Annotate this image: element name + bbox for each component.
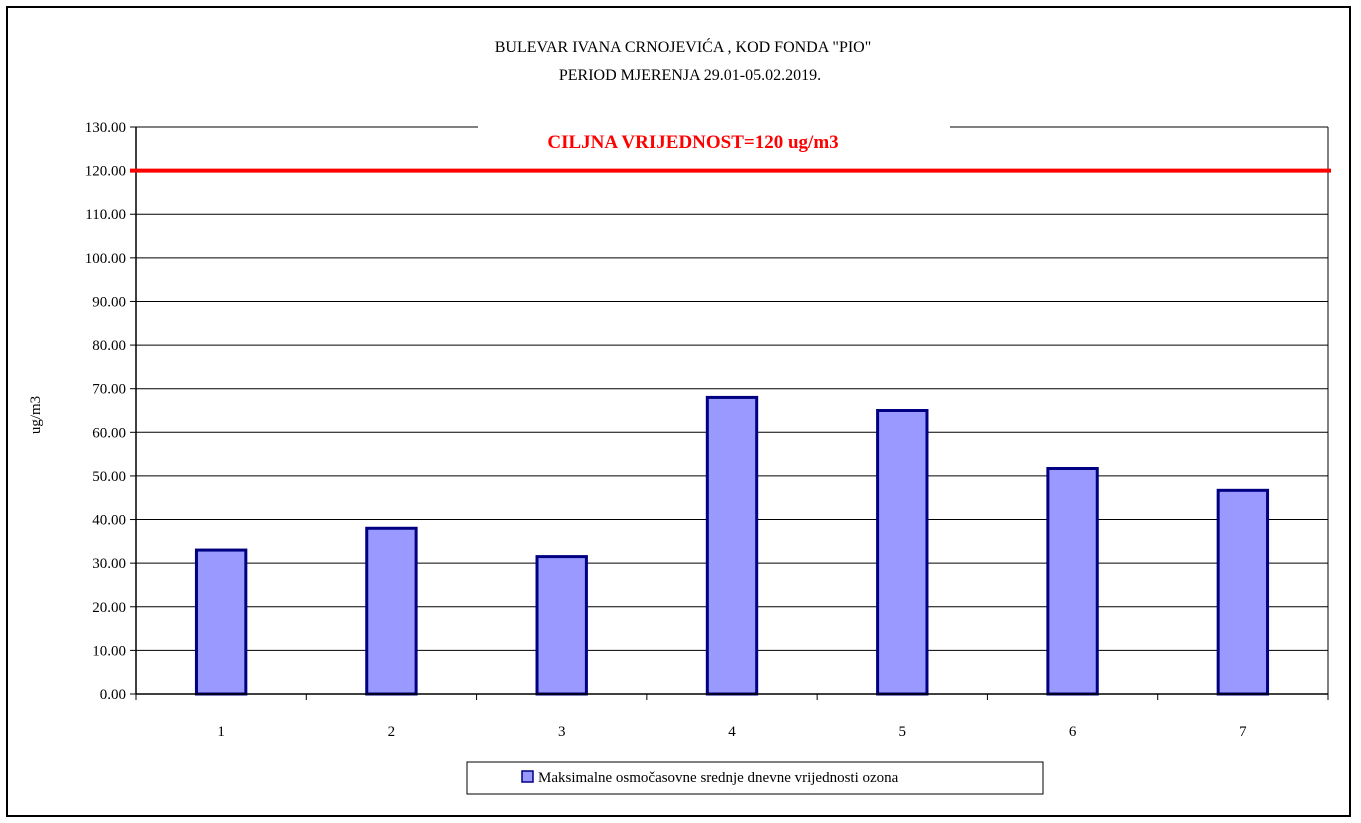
bar [535,555,588,696]
target-line-group: CILJNA VRIJEDNOST=120 ug/m3 [130,124,1331,173]
bar [705,395,759,696]
chart-title-line-2: PERIOD MJERENJA 29.01-05.02.2019. [559,67,821,84]
x-tick-label: 1 [217,724,225,740]
x-tick-label: 4 [728,724,736,740]
bar [1046,467,1099,696]
legend-swatch [521,770,534,783]
legend-box [466,761,1044,795]
y-tick-label: 130.00 [85,120,126,136]
x-tick-label: 5 [899,724,907,740]
bar [365,526,418,696]
bar [194,548,248,696]
bar [876,409,929,696]
x-tick-label: 2 [388,724,396,740]
y-tick-label: 110.00 [85,207,126,223]
bar [1216,488,1270,696]
x-tick-label: 7 [1239,724,1247,740]
axes: 0.00 10.00 20.00 30.00 40.00 50.00 60.00 70.00 8… [85,120,1329,740]
chart-title-line-1: BULEVAR IVANA CRNOJEVIĆA , KOD FONDA "PI… [495,37,872,56]
legend-label: Maksimalne osmočasovne srednje dnevne vr… [538,770,899,786]
y-tick-label: 70.00 [92,382,126,398]
y-tick-label: 50.00 [92,469,126,485]
y-tick-label: 100.00 [85,251,126,267]
gridlines [136,126,1329,694]
y-tick-label: 10.00 [92,643,126,659]
y-tick-label: 30.00 [92,556,126,572]
y-tick-label: 20.00 [92,600,126,616]
bars [194,395,1270,696]
y-tick-label: 40.00 [92,513,126,529]
target-label: CILJNA VRIJEDNOST=120 ug/m3 [547,132,838,153]
y-tick-label: 120.00 [85,164,126,180]
target-label-background [478,124,950,156]
y-tick-label: 60.00 [92,425,126,441]
y-tick-label: 80.00 [92,338,126,354]
x-tick-label: 6 [1069,724,1077,740]
legend: Maksimalne osmočasovne srednje dnevne vr… [466,761,1044,795]
x-tick-label: 3 [558,724,566,740]
y-tick-label: 0.00 [100,687,126,703]
y-axis-title: ug/m3 [28,396,44,434]
y-tick-label: 90.00 [92,294,126,310]
